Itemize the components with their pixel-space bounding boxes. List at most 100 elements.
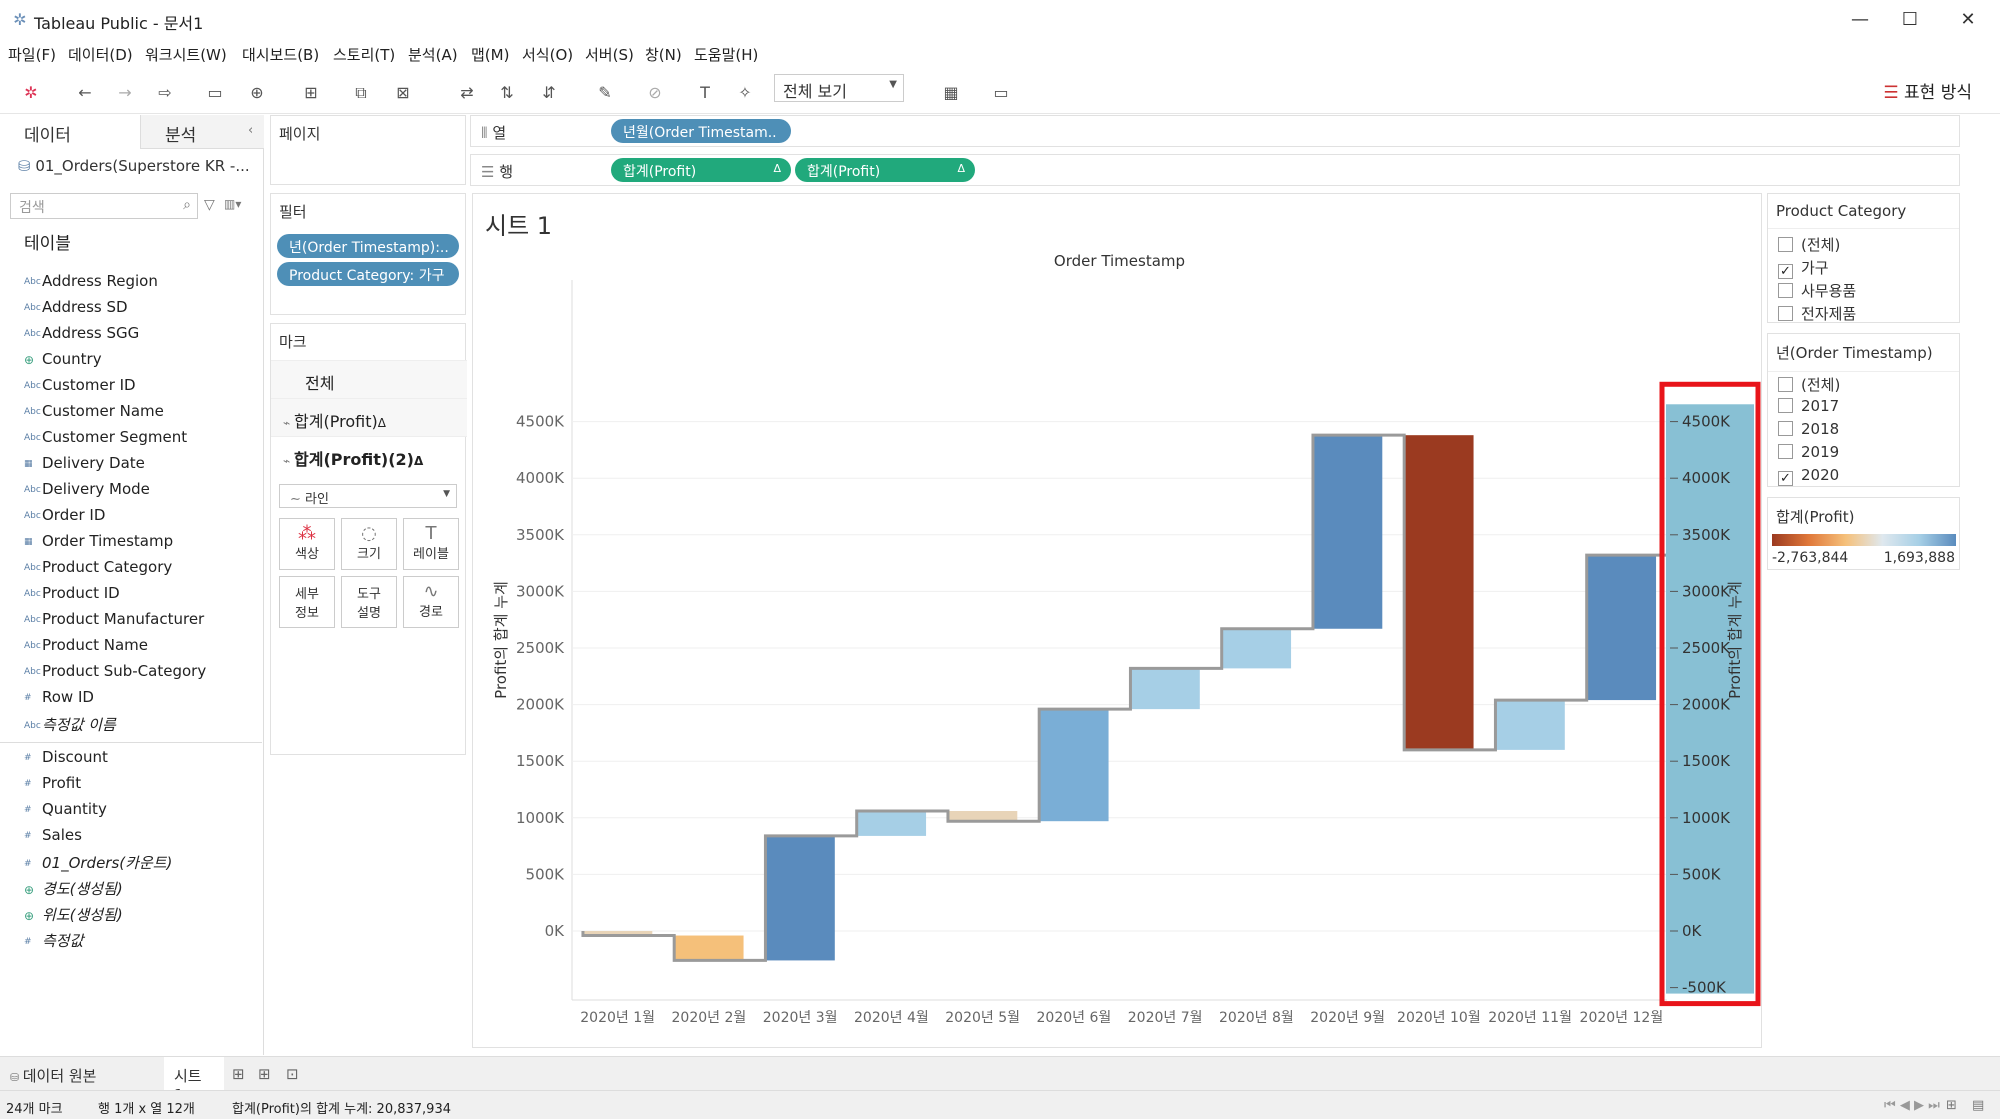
tooltip-button[interactable]: 도구 설명 [341, 576, 397, 628]
checkbox[interactable]: ✓ [1778, 264, 1793, 279]
waterfall-bar[interactable] [1495, 700, 1565, 750]
collapse-pane-icon[interactable]: ‹ [248, 123, 254, 138]
rows-shelf[interactable]: ☰ 행 합계(Profit) Δ 합계(Profit) Δ [470, 154, 1960, 186]
waterfall-bar[interactable] [1221, 628, 1292, 669]
menu-analysis[interactable]: 분석(A) [408, 46, 458, 64]
category-filter-option[interactable]: ✓ 가구 [1778, 257, 1829, 279]
color-button[interactable]: ⁂ 색상 [279, 518, 335, 570]
year-filter-option[interactable]: 2019 [1778, 443, 1839, 461]
field-item[interactable]: ⊕ Country [24, 350, 102, 370]
tab-sheet-1[interactable]: 시트 1 [164, 1057, 224, 1104]
tab-datasource[interactable]: ⛁ 데이터 원본 [10, 1065, 97, 1086]
sheet-nav-icon[interactable]: ⏮ ◀ ▶ ⏭ [1884, 1098, 1940, 1113]
waterfall-bar[interactable] [582, 931, 653, 937]
new-dashboard-icon[interactable]: ⊞ [258, 1065, 271, 1083]
clear-sheet-icon[interactable]: ⊠ [396, 83, 410, 102]
filmstrip-icon[interactable]: ▤ [1972, 1098, 1985, 1113]
checkbox[interactable] [1778, 398, 1793, 413]
checkbox[interactable] [1778, 237, 1793, 252]
highlight-icon[interactable]: ✎ [598, 83, 612, 102]
waterfall-bar[interactable] [1039, 709, 1109, 822]
menu-data[interactable]: 데이터(D) [68, 46, 133, 64]
color-gradient-bar[interactable] [1772, 534, 1956, 546]
tableau-home-icon[interactable]: ✲ [24, 83, 38, 102]
field-item[interactable]: AbcAddress SGG [24, 324, 139, 344]
field-item[interactable]: AbcOrder ID [24, 506, 105, 526]
duplicate-sheet-icon[interactable]: ⧉ [355, 83, 367, 102]
checkbox[interactable]: ✓ [1778, 471, 1793, 486]
menu-worksheet[interactable]: 워크시트(W) [145, 46, 227, 64]
path-button[interactable]: ∿ 경로 [403, 576, 459, 628]
menu-map[interactable]: 맵(M) [471, 46, 510, 64]
field-item[interactable]: ⊕ 위도(생성됨) [24, 904, 123, 924]
undo-icon[interactable]: ← [78, 83, 92, 102]
rows-pill-profit-2[interactable]: 합계(Profit) Δ [795, 158, 975, 182]
rows-pill-profit-1[interactable]: 합계(Profit) Δ [611, 158, 791, 182]
waterfall-bar[interactable] [765, 835, 835, 961]
presentation-mode-icon[interactable]: ▭ [993, 83, 1009, 102]
save-icon[interactable]: ▭ [207, 83, 223, 102]
marks-all-tab[interactable]: 전체 [271, 360, 467, 398]
size-button[interactable]: ◌ 크기 [341, 518, 397, 570]
new-worksheet-icon[interactable]: ⊞ [232, 1065, 245, 1083]
detail-button[interactable]: 세부 정보 [279, 576, 335, 628]
field-item[interactable]: AbcProduct Manufacturer [24, 610, 204, 630]
field-item[interactable]: AbcAddress SD [24, 298, 128, 318]
waterfall-bar[interactable] [1312, 435, 1383, 629]
field-item[interactable]: AbcProduct ID [24, 584, 120, 604]
category-filter-option[interactable]: (전체) [1778, 234, 1840, 255]
field-item[interactable]: AbcProduct Sub-Category [24, 662, 206, 682]
new-datasource-icon[interactable]: ⊕ [250, 83, 264, 102]
new-worksheet-icon[interactable]: ⊞ [304, 83, 318, 102]
field-item[interactable]: # Row ID [24, 688, 94, 708]
filter-pill-year[interactable]: 년(Order Timestamp):.. [277, 234, 459, 258]
columns-pill-month[interactable]: 년월(Order Timestam.. [611, 119, 791, 143]
swap-rows-columns-icon[interactable]: ⇄ [460, 83, 474, 102]
pages-card[interactable]: 페이지 [270, 115, 466, 185]
menu-file[interactable]: 파일(F) [8, 46, 56, 64]
sort-ascending-icon[interactable]: ⇅ [500, 83, 514, 102]
label-button[interactable]: T 레이블 [403, 518, 459, 570]
field-item[interactable]: AbcProduct Category [24, 558, 172, 578]
replay-icon[interactable]: ⇨ [158, 83, 172, 102]
field-item[interactable]: #01_Orders(카운트) [24, 852, 172, 872]
cumulative-step-line[interactable] [581, 433, 1678, 962]
field-item[interactable]: AbcAddress Region [24, 272, 158, 292]
year-filter-option[interactable]: 2017 [1778, 397, 1839, 415]
checkbox[interactable] [1778, 444, 1793, 459]
tab-analysis[interactable]: 분석 [140, 115, 264, 149]
filter-fields-icon[interactable]: ▽ [204, 197, 215, 213]
show-cards-icon[interactable]: ▦ [943, 83, 959, 102]
field-item[interactable]: # Sales [24, 826, 82, 846]
menu-story[interactable]: 스토리(T) [333, 46, 396, 64]
show-labels-icon[interactable]: T [700, 83, 710, 102]
field-item[interactable]: AbcCustomer Segment [24, 428, 187, 448]
fit-view-select[interactable]: 전체 보기 ▼ [774, 74, 904, 102]
waterfall-chart[interactable]: Order Timestamp 4500K 4000K 3500K 3000K 2500K… [472, 240, 1762, 1040]
waterfall-bar[interactable] [947, 811, 1018, 822]
waterfall-bar[interactable] [674, 935, 744, 961]
checkbox[interactable] [1778, 306, 1793, 321]
menu-dashboard[interactable]: 대시보드(B) [242, 46, 320, 64]
redo-icon[interactable]: → [118, 83, 132, 102]
checkbox[interactable] [1778, 421, 1793, 436]
minimize-button[interactable]: — [1851, 9, 1869, 30]
year-filter-option[interactable]: ✓ 2020 [1778, 466, 1839, 486]
category-filter-option[interactable]: 전자제품 [1778, 303, 1856, 324]
filter-pill-category[interactable]: Product Category: 가구 [277, 262, 459, 286]
field-item[interactable]: ▦ Order Timestamp [24, 532, 173, 552]
columns-shelf[interactable]: ⦀ 열 년월(Order Timestam.. [470, 115, 1960, 147]
checkbox[interactable] [1778, 283, 1793, 298]
year-filter-option[interactable]: 2018 [1778, 420, 1839, 438]
tab-data[interactable]: 데이터 [0, 115, 140, 149]
field-item[interactable]: AbcProduct Name [24, 636, 148, 656]
mark-type-select[interactable]: ∼ 라인 ▼ [279, 484, 457, 508]
field-item[interactable]: AbcDelivery Mode [24, 480, 150, 500]
field-item[interactable]: # 측정값 [24, 930, 83, 950]
field-item[interactable]: # Discount [24, 748, 108, 768]
grid-view-icon[interactable]: ⊞ [1946, 1098, 1957, 1113]
field-item[interactable]: # Quantity [24, 800, 107, 820]
menu-window[interactable]: 창(N) [645, 46, 682, 64]
maximize-button[interactable]: ☐ [1901, 9, 1919, 30]
field-item[interactable]: Abc측정값 이름 [24, 714, 116, 734]
